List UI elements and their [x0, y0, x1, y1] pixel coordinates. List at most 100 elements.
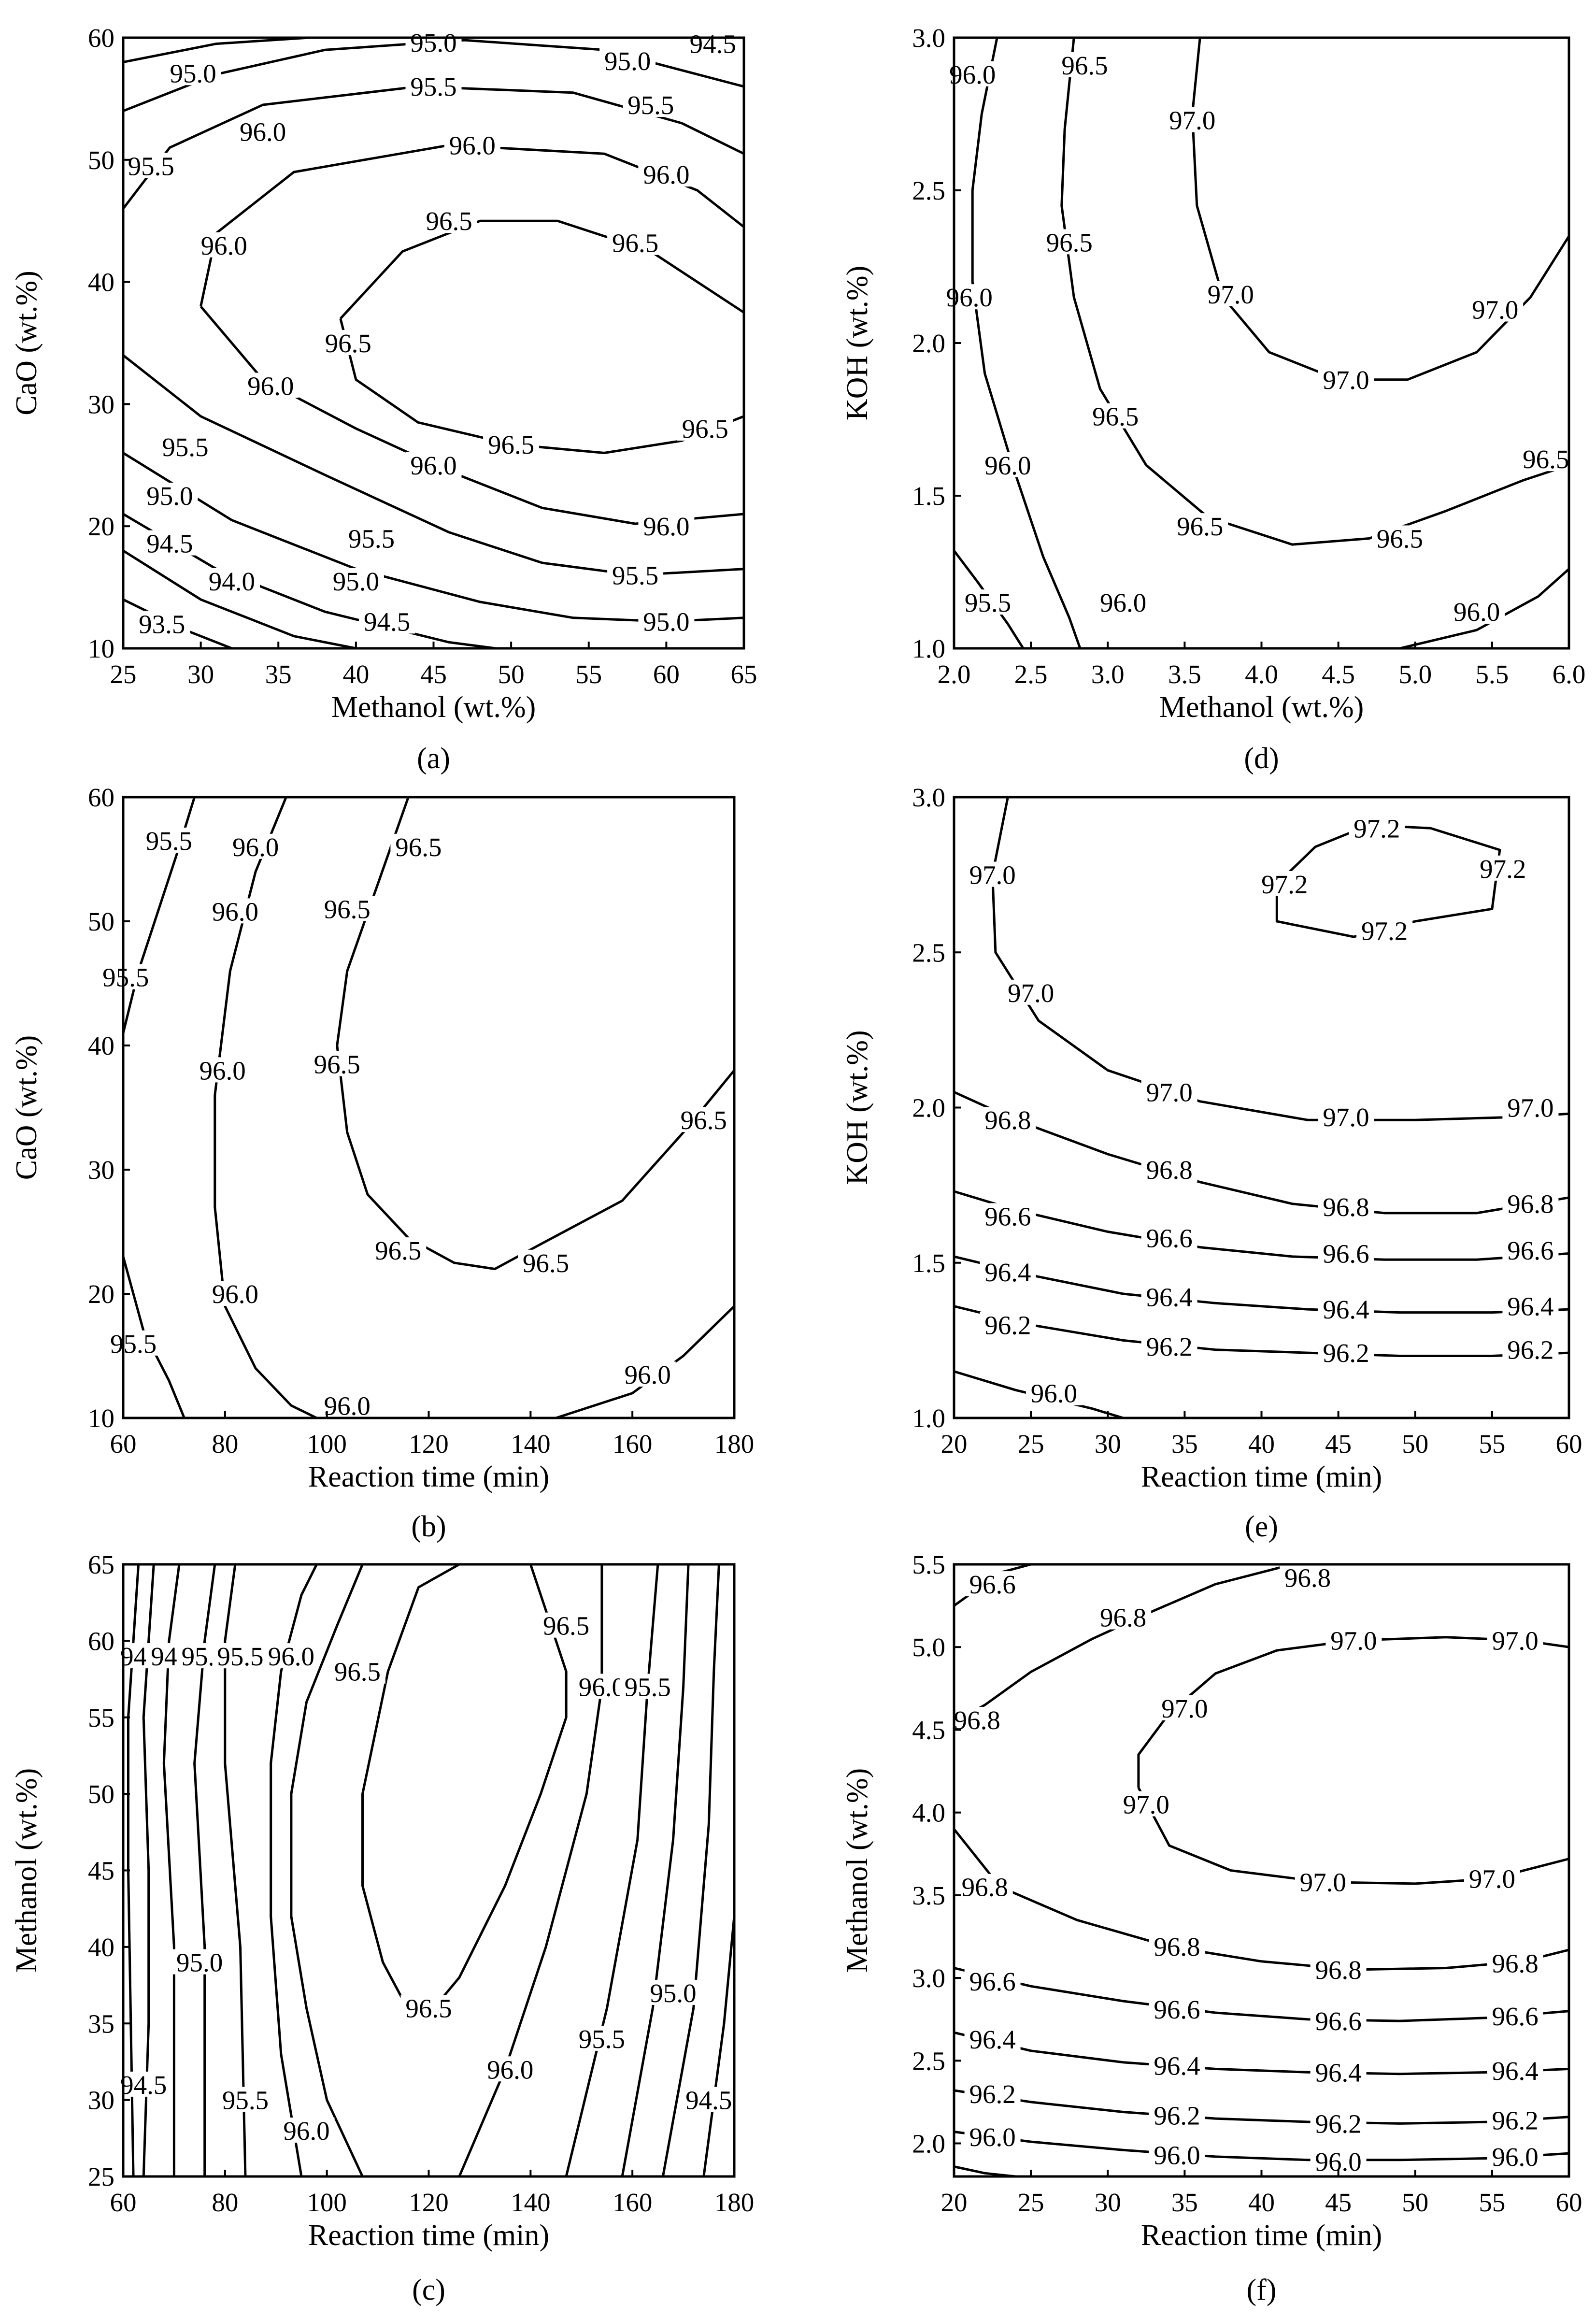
contour-label-bg: [980, 1107, 1036, 1132]
x-tick-label: 2.5: [1014, 659, 1048, 689]
x-tick-label: 45: [420, 659, 447, 689]
contour-label-bg: [638, 513, 695, 539]
panel-caption: (a): [417, 742, 450, 775]
contour-label: 94.5: [146, 529, 193, 558]
contour-label: 97.0: [1330, 1626, 1377, 1656]
contour-label-bg: [1003, 979, 1059, 1005]
contour-label: 95.5: [128, 151, 174, 181]
contour-label: 96.4: [1315, 2058, 1361, 2087]
contour-label: 96.2: [1154, 2101, 1200, 2130]
contour-label-bg: [319, 896, 375, 921]
contour-label-bg: [980, 452, 1036, 477]
contour-label-bg: [142, 483, 198, 508]
contour-label-bg: [203, 568, 260, 593]
contour-label: 96.6: [1146, 1223, 1192, 1253]
contour-label-bg: [1502, 1293, 1559, 1318]
contour-label-bg: [370, 1237, 427, 1263]
y-tick-label: 10: [88, 634, 114, 663]
x-tick-label: 100: [307, 1429, 347, 1459]
contour-label-bg: [677, 415, 733, 441]
contour-label: 96.0: [949, 60, 996, 89]
y-tick-label: 2.5: [912, 176, 945, 205]
y-tick-label: 20: [88, 1279, 114, 1309]
contour-label: 96.0: [240, 117, 286, 147]
contour-label-bg: [964, 2026, 1021, 2051]
contour-label: 97.0: [1469, 1864, 1515, 1894]
contour-label: 96.0: [1100, 588, 1146, 617]
x-tick-label: 30: [187, 659, 214, 689]
contour-label: 95.5: [348, 524, 395, 554]
contour-label: 94.0: [209, 567, 255, 596]
contour-label: 96.0: [212, 897, 258, 926]
contour-line: [162, 1564, 181, 2176]
contour-label-bg: [1087, 403, 1144, 429]
contour-label: 96.2: [1323, 1338, 1369, 1368]
y-axis-label: Methanol (wt.%): [10, 1768, 43, 1973]
contour-label-bg: [619, 1674, 676, 1699]
x-tick-label: 50: [1402, 1429, 1428, 1459]
contour-label: 96.8: [962, 1873, 1008, 1902]
x-tick-label: 60: [110, 1429, 137, 1459]
x-tick-label: 160: [613, 2188, 653, 2217]
contour-line: [122, 549, 356, 650]
contour-label-bg: [390, 833, 447, 859]
panel-a: 95.0 94.5 95.0 95.0 95.5 95.5 95.5 96.0 96.0 96.0…: [10, 23, 757, 775]
contour-label: 96.5: [523, 1248, 569, 1278]
contour-label-bg: [619, 1361, 676, 1387]
contour-label-bg: [157, 433, 214, 459]
contour-label-bg: [329, 1658, 385, 1684]
contour-label: 96.6: [1323, 1239, 1369, 1269]
y-tick-label: 2.0: [912, 329, 945, 358]
contour-label-bg: [964, 861, 1021, 887]
y-tick-label: 45: [88, 1856, 114, 1886]
contour-label: 96.5: [334, 1657, 381, 1687]
contour-label-bg: [228, 833, 284, 859]
x-tick-label: 40: [342, 659, 369, 689]
contour-label: 96.4: [1492, 2056, 1538, 2086]
contour-label: 97.0: [1300, 1868, 1346, 1897]
contour-label: 96.0: [643, 160, 689, 189]
contour-line: [142, 1564, 155, 2177]
contour-line: [954, 1305, 1569, 1357]
contour-label-bg: [599, 48, 656, 73]
contour-label: 96.4: [1154, 2051, 1200, 2081]
y-tick-label: 25: [88, 2162, 114, 2191]
contour-label-bg: [1518, 446, 1574, 472]
contour-label: 96.0: [1492, 2142, 1538, 2172]
contour-label-bg: [141, 828, 197, 853]
contour-label: 95.0: [410, 28, 456, 57]
contour-label-bg: [123, 153, 179, 178]
contour-label-bg: [1502, 1336, 1559, 1362]
x-tick-label: 20: [941, 2188, 968, 2217]
contour-label-bg: [1487, 2107, 1543, 2133]
x-tick-label: 120: [409, 2188, 449, 2217]
contour-label-bg: [538, 1612, 595, 1638]
contour-label: 96.8: [1100, 1603, 1146, 1632]
contour-label: 95.5: [625, 1672, 671, 1702]
contour-label: 96.5: [488, 430, 534, 459]
contour-line: [122, 1256, 185, 1418]
x-tick-label: 120: [409, 1429, 449, 1459]
contour-label: 96.0: [1154, 2141, 1200, 2170]
contour-label-bg: [1149, 2142, 1205, 2167]
contour-label: 93.5: [139, 609, 185, 639]
y-tick-label: 2.5: [912, 2046, 945, 2076]
contour-line: [954, 2031, 1569, 2076]
contour-label-bg: [1371, 525, 1428, 551]
contour-label-bg: [1310, 2148, 1367, 2174]
contour-line: [661, 1564, 720, 2177]
contour-label: 96.5: [314, 1050, 360, 1079]
contour-label-bg: [165, 60, 221, 86]
y-tick-label: 20: [88, 512, 114, 541]
contour-label-bg: [242, 372, 299, 398]
contour-label-bg: [343, 525, 399, 551]
contour-label: 96.5: [681, 1105, 727, 1135]
contour-label-bg: [235, 118, 291, 144]
contour-label-bg: [1487, 1950, 1543, 1975]
contour-label: 95.5: [162, 432, 208, 462]
contour-line: [953, 1828, 1569, 1971]
contour-label-bg: [1318, 1194, 1374, 1219]
contour-label: 95.0: [170, 58, 216, 88]
contour-label: 95.5: [146, 826, 192, 856]
contour-label-bg: [1318, 1240, 1374, 1266]
